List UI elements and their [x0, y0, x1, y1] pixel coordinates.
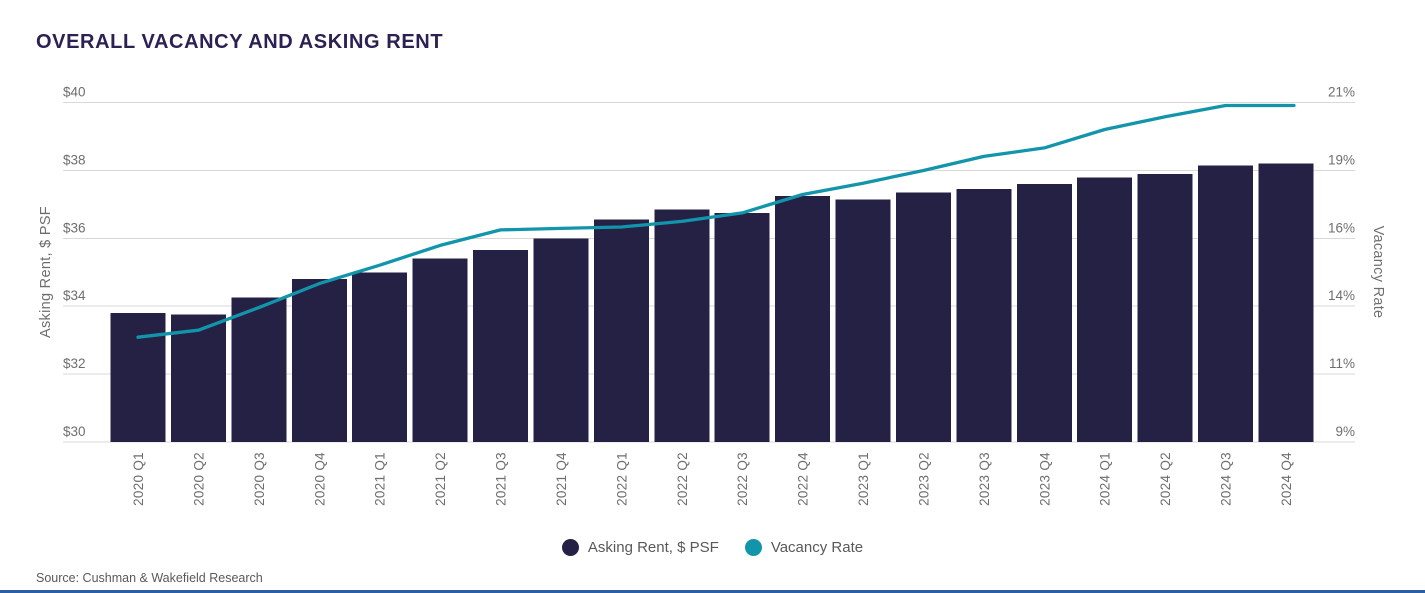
x-axis-label: 2022 Q3 [735, 452, 750, 506]
bar [835, 199, 891, 442]
bar [1077, 177, 1133, 442]
bar [1016, 184, 1072, 442]
bar [352, 272, 408, 442]
source-note: Source: Cushman & Wakefield Research [36, 571, 263, 585]
left-tick-label: $34 [63, 288, 86, 303]
x-axis-label: 2020 Q2 [191, 452, 206, 506]
bar [1258, 163, 1314, 442]
bar [170, 314, 226, 442]
left-tick-label: $40 [63, 85, 86, 100]
left-tick-label: $38 [63, 153, 86, 168]
bar [231, 297, 287, 442]
bar [1198, 165, 1254, 442]
legend: Asking Rent, $ PSF Vacancy Rate [0, 539, 1425, 556]
bar [110, 312, 166, 442]
x-axis-label: 2022 Q1 [614, 452, 629, 506]
left-tick-label: $32 [63, 356, 86, 371]
bottom-accent-rule [0, 590, 1425, 593]
bar [714, 212, 770, 442]
x-axis-label: 2022 Q4 [796, 452, 811, 506]
x-axis-label: 2023 Q4 [1037, 452, 1052, 506]
x-axis-label: 2023 Q2 [916, 452, 931, 506]
asking-rent-bars [110, 163, 1314, 442]
left-axis-title: Asking Rent, $ PSF [38, 206, 54, 338]
right-tick-label: 21% [1328, 85, 1355, 100]
right-axis-ticks: 21% 19% 16% 14% 11% 9% [1328, 85, 1355, 439]
x-axis-label: 2024 Q3 [1219, 452, 1234, 506]
x-axis-label: 2020 Q1 [131, 452, 146, 506]
asking-rent-legend-dot-icon [561, 539, 579, 556]
x-axis-label: 2023 Q1 [856, 452, 871, 506]
x-axis-label: 2024 Q4 [1279, 452, 1294, 506]
bar [473, 250, 529, 442]
bar [533, 238, 589, 442]
left-axis-ticks: $40 $38 $36 $34 $32 $30 [63, 85, 86, 439]
bar [775, 195, 831, 442]
bar [291, 279, 347, 442]
vacancy-line-path [136, 103, 1296, 339]
right-tick-label: 11% [1329, 356, 1355, 371]
chart-title: OVERALL VACANCY AND ASKING RENT [36, 31, 444, 53]
left-tick-label: $30 [63, 424, 86, 439]
x-axis-label: 2020 Q3 [252, 452, 267, 506]
bar [956, 189, 1012, 442]
right-tick-label: 9% [1335, 424, 1355, 439]
bar [654, 209, 710, 442]
bar [593, 219, 649, 442]
legend-item-vacancy-rate: Vacancy Rate [744, 539, 864, 556]
right-tick-label: 16% [1328, 220, 1355, 235]
x-axis-label: 2023 Q3 [977, 452, 992, 506]
right-tick-label: 19% [1328, 153, 1355, 168]
legend-label-asking-rent: Asking Rent, $ PSF [587, 539, 719, 556]
right-axis-title: Vacancy Rate [1370, 226, 1386, 319]
vacancy-rate-legend-dot-icon [744, 539, 762, 556]
x-axis-label: 2022 Q2 [675, 452, 690, 506]
left-tick-label: $36 [63, 220, 86, 235]
x-axis-labels: 2020 Q1 2020 Q2 2020 Q3 2020 Q4 2021 Q1 2021 … [131, 452, 1294, 506]
x-axis-label: 2020 Q4 [312, 452, 327, 506]
x-axis-label: 2021 Q4 [554, 452, 569, 506]
x-axis-label: 2021 Q1 [373, 452, 388, 506]
right-tick-label: 14% [1328, 288, 1355, 303]
x-axis-label: 2021 Q3 [494, 452, 509, 506]
bar [412, 258, 468, 442]
x-axis-label: 2024 Q1 [1098, 452, 1113, 506]
x-axis-label: 2024 Q2 [1158, 452, 1173, 506]
legend-label-vacancy-rate: Vacancy Rate [770, 539, 864, 556]
bar [1137, 173, 1193, 442]
legend-item-asking-rent: Asking Rent, $ PSF [561, 539, 719, 556]
bar [895, 192, 951, 442]
x-axis-label: 2021 Q2 [433, 452, 448, 506]
